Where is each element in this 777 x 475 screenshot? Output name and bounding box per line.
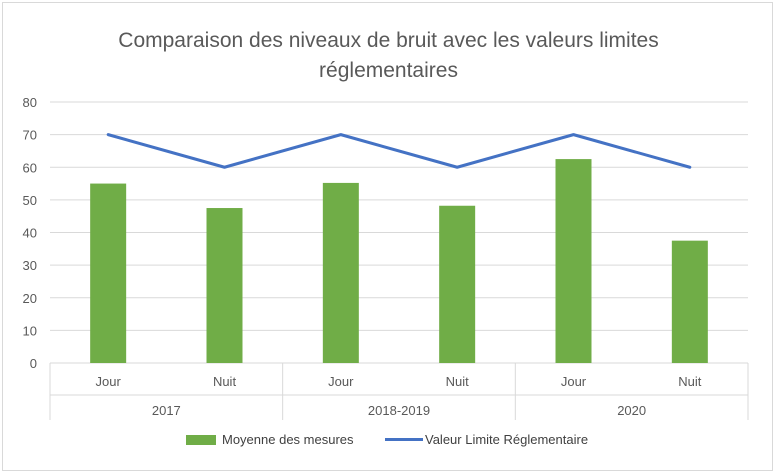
chart-title-line-1: Comparaison des niveaux de bruit avec le… <box>118 29 659 52</box>
x-group-label: 2017 <box>152 403 181 418</box>
chart-legend: Moyenne des mesures Valeur Limite Réglem… <box>0 432 777 452</box>
y-tick-label: 10 <box>23 323 37 338</box>
x-tick-label: Jour <box>96 374 122 389</box>
x-tick-label: Nuit <box>213 374 237 389</box>
y-tick-label: 60 <box>23 160 37 175</box>
bar <box>206 208 243 363</box>
chart-frame <box>2 2 773 471</box>
x-group-label: 2020 <box>617 403 646 418</box>
x-tick-label: Nuit <box>446 374 470 389</box>
bar <box>322 182 359 363</box>
y-tick-label: 30 <box>23 258 37 273</box>
bar <box>555 159 592 363</box>
x-tick-label: Jour <box>561 374 587 389</box>
chart-title-line-2: réglementaires <box>319 59 458 82</box>
bar <box>671 240 708 363</box>
y-tick-label: 40 <box>23 226 37 241</box>
y-tick-label: 80 <box>23 95 37 110</box>
limit-line <box>106 133 692 169</box>
legend-label-bars: Moyenne des mesures <box>222 432 354 447</box>
legend-swatch-bars <box>186 434 216 445</box>
x-tick-label: Nuit <box>678 374 702 389</box>
y-tick-label: 0 <box>30 356 37 371</box>
x-group-label: 2018-2019 <box>368 403 430 418</box>
legend-swatch-line <box>385 438 423 441</box>
legend-item-bars: Moyenne des mesures <box>186 432 354 447</box>
y-tick-label: 70 <box>23 128 37 143</box>
bar <box>439 205 476 363</box>
legend-item-line: Valeur Limite Réglementaire <box>385 432 588 447</box>
y-tick-label: 20 <box>23 291 37 306</box>
legend-label-line: Valeur Limite Réglementaire <box>425 432 589 447</box>
x-tick-label: Jour <box>328 374 354 389</box>
y-tick-label: 50 <box>23 193 37 208</box>
bar <box>90 183 127 363</box>
